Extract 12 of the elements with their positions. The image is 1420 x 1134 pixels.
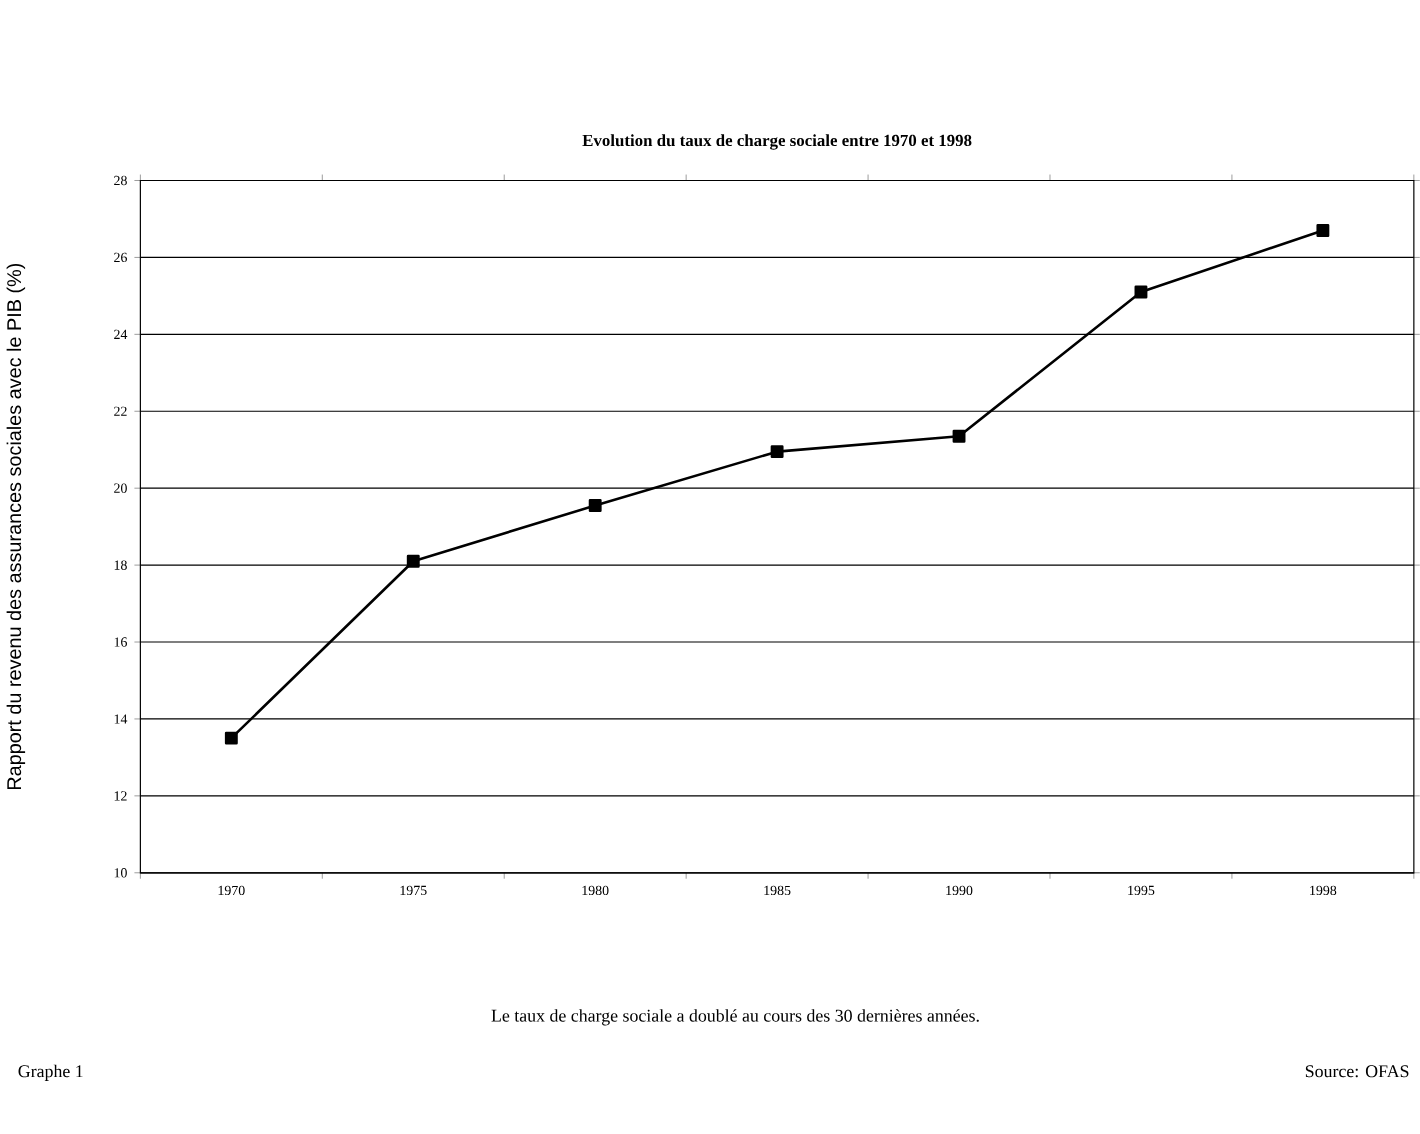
source-note: Source: OFAS [1305, 1064, 1409, 1078]
point [588, 498, 602, 512]
point [1316, 223, 1330, 237]
y-axis-title: Rapport du revenu des assurances sociales avec le PIB (%) [6, 263, 26, 789]
text: Graphe 1 [18, 1064, 83, 1081]
point [952, 429, 966, 443]
point [406, 554, 420, 568]
chart-title: Evolution du taux de charge sociale entre 1970 et 1998 [582, 133, 972, 150]
point [770, 444, 784, 458]
point [224, 731, 238, 745]
text: Le taux de charge sociale a doublé au cours des 30 dernières années. [491, 1008, 979, 1026]
point [1134, 285, 1148, 299]
